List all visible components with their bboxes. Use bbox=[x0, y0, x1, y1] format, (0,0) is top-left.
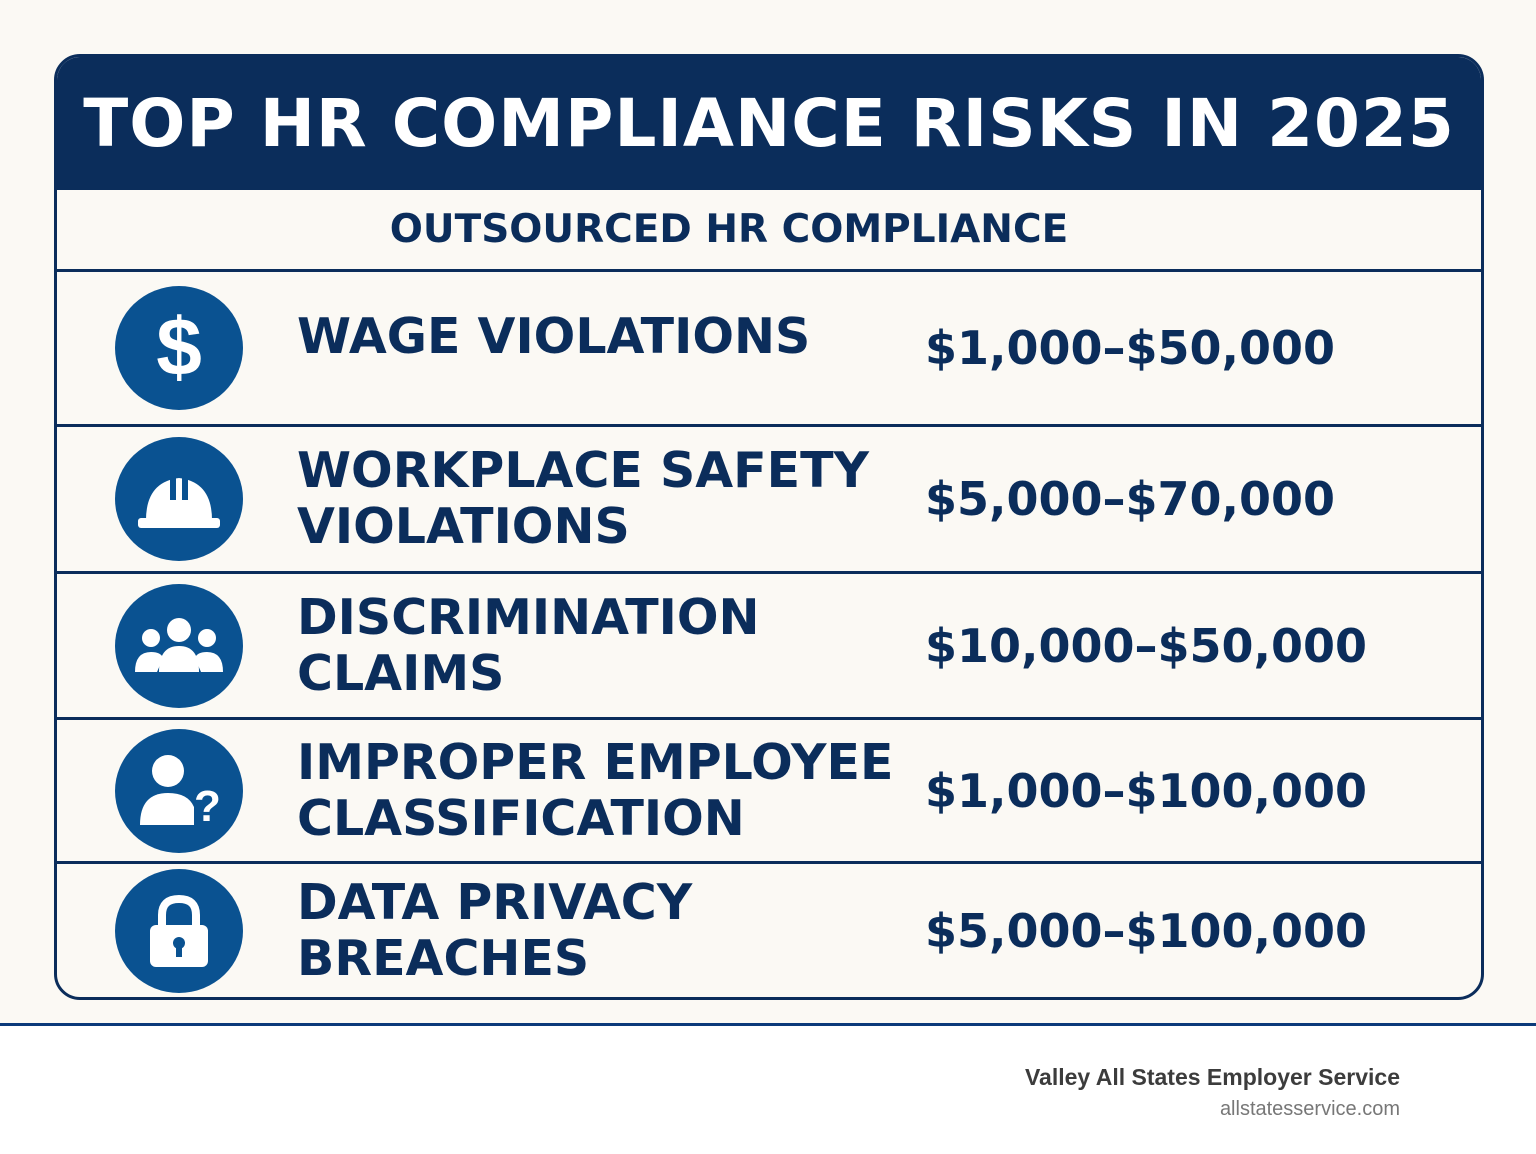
risk-name: DATA PRIVACY BREACHES bbox=[297, 873, 693, 987]
website-link[interactable]: allstatesservice.com bbox=[1219, 1098, 1400, 1120]
risk-amount: $10,000–$50,000 bbox=[925, 618, 1368, 673]
risk-amount: $1,000–$50,000 bbox=[925, 321, 1336, 375]
group-icon bbox=[115, 583, 243, 708]
risk-row-wage: $ WAGE VIOLATIONS $1,000–$50,000 bbox=[57, 272, 1481, 427]
subtitle: OUTSOURCED HR COMPLIANCE bbox=[57, 190, 1481, 272]
risk-name: WORKPLACE SAFETY VIOLATIONS bbox=[297, 442, 870, 555]
hard-hat-icon bbox=[115, 437, 243, 561]
risk-name: WAGE VIOLATIONS bbox=[297, 307, 811, 365]
risk-row-discrimination: DISCRIMINATION CLAIMS $10,000–$50,000 bbox=[57, 574, 1481, 720]
footer-divider bbox=[0, 1023, 1536, 1026]
risk-amount: $5,000–$70,000 bbox=[925, 472, 1336, 526]
risk-amount: $5,000–$100,000 bbox=[925, 903, 1368, 958]
risk-amount: $1,000–$100,000 bbox=[925, 763, 1368, 818]
risk-row-safety: WORKPLACE SAFETY VIOLATIONS $5,000–$70,0… bbox=[57, 427, 1481, 574]
risk-row-classification: ? IMPROPER EMPLOYEE CLASSIFICATION $1,00… bbox=[57, 720, 1481, 864]
risk-name: DISCRIMINATION CLAIMS bbox=[297, 588, 760, 702]
footer: Valley All States Employer Service allst… bbox=[0, 1026, 1536, 1154]
person-question-icon: ? bbox=[115, 728, 243, 853]
risk-name: IMPROPER EMPLOYEE CLASSIFICATION bbox=[297, 733, 894, 847]
dollar-icon: $ bbox=[115, 286, 243, 410]
risk-row-data-privacy: DATA PRIVACY BREACHES $5,000–$100,000 bbox=[57, 864, 1481, 997]
lock-icon bbox=[115, 868, 243, 993]
risk-table-card: TOP HR COMPLIANCE RISKS IN 2025 OUTSOURC… bbox=[54, 54, 1484, 1000]
company-name: Valley All States Employer Service bbox=[1024, 1064, 1400, 1090]
page-title: TOP HR COMPLIANCE RISKS IN 2025 bbox=[57, 57, 1481, 190]
svg-text:?: ? bbox=[194, 782, 221, 831]
